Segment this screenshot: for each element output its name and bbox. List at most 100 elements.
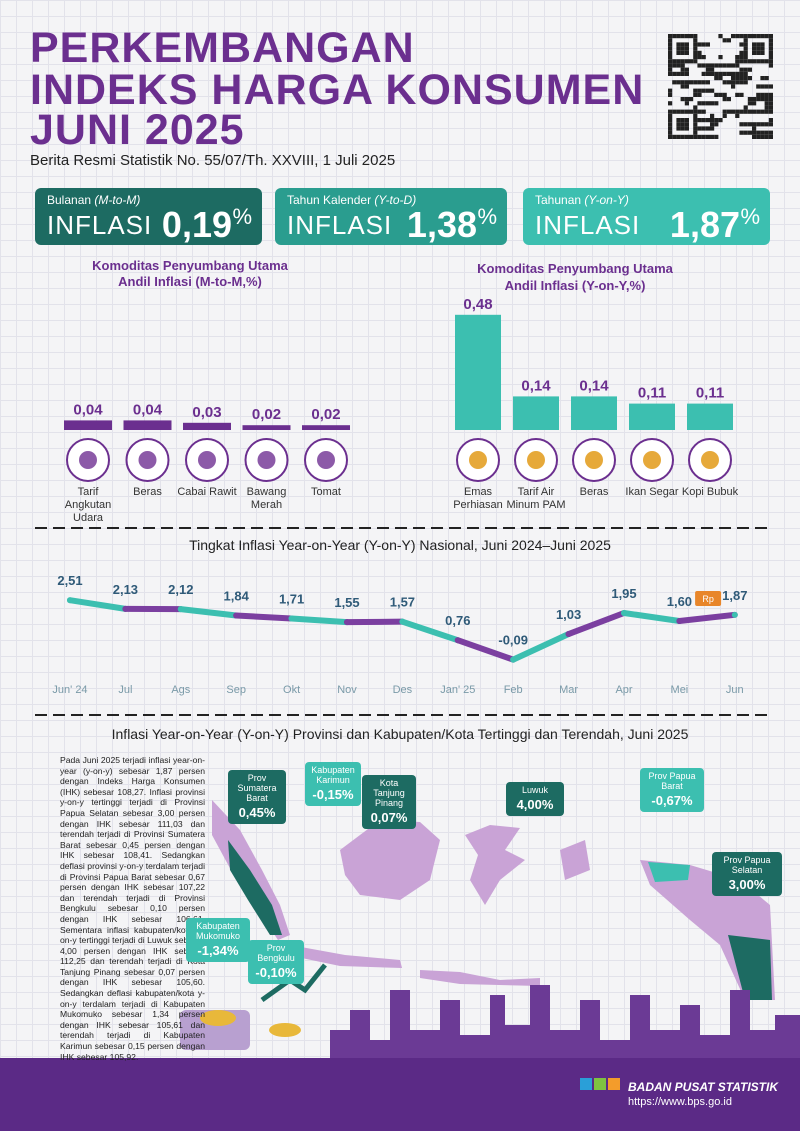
callout-label: Prov Papua Selatan — [723, 855, 771, 875]
qr-cell — [747, 122, 752, 127]
point — [621, 610, 627, 616]
qr-cell — [764, 109, 769, 114]
qr-cell — [756, 134, 761, 139]
map-highlight — [728, 935, 772, 1000]
value-label: 0,04 — [73, 401, 103, 418]
qr-cell — [714, 71, 719, 76]
qr-cell — [722, 109, 727, 114]
qr-cell — [739, 80, 744, 85]
qr-cell — [693, 59, 698, 64]
qr-cell — [676, 59, 681, 64]
x-tick-label: Jun — [726, 684, 744, 696]
qr-cell — [680, 46, 685, 51]
qr-cell — [768, 118, 773, 123]
kpi-text: INFLASI — [287, 210, 393, 240]
truck-label: Rp — [702, 594, 714, 604]
qr-cell — [726, 38, 731, 43]
qr-cell — [714, 122, 719, 127]
point — [510, 656, 517, 663]
qr-cell — [697, 101, 702, 106]
kpi-unit: % — [232, 204, 252, 229]
point — [565, 631, 572, 638]
qr-cell — [668, 34, 673, 39]
qr-cell — [739, 55, 744, 60]
qr-cell — [701, 118, 706, 123]
qr-cell — [718, 118, 723, 123]
qr-cell — [743, 76, 748, 81]
qr-cell — [676, 42, 681, 47]
qr-cell — [768, 97, 773, 102]
qr-cell — [735, 71, 740, 76]
qr-cell — [739, 76, 744, 81]
qr-cell — [710, 71, 715, 76]
qr-cell — [731, 71, 736, 76]
qr-cell — [739, 92, 744, 97]
qr-cell — [705, 126, 710, 131]
qr-cell — [684, 97, 689, 102]
qr-cell — [680, 122, 685, 127]
qr-cell — [672, 80, 677, 85]
qr-cell — [743, 38, 748, 43]
kpi-value: 1,87 — [669, 204, 740, 245]
qr-cell — [684, 109, 689, 114]
qr-cell — [705, 63, 710, 68]
qr-cell — [697, 55, 702, 60]
kpi-text: INFLASI — [47, 210, 153, 240]
category-label: Beras — [133, 486, 162, 498]
qr-cell — [668, 71, 673, 76]
qr-cell — [752, 97, 757, 102]
qr-cell — [701, 134, 706, 139]
qr-cell — [697, 63, 702, 68]
qr-cell — [705, 88, 710, 93]
point — [676, 618, 683, 624]
qr-cell — [747, 67, 752, 72]
qr-cell — [668, 122, 673, 127]
qr-cell — [752, 46, 757, 51]
qr-cell — [743, 46, 748, 51]
qr-cell — [705, 80, 710, 85]
callout: Prov Bengkulu -0,10% — [248, 940, 304, 984]
qr-cell — [668, 113, 673, 118]
qr-cell — [743, 59, 748, 64]
map-description: Pada Juni 2025 terjadi inflasi year-on-y… — [60, 755, 205, 1062]
qr-cell — [726, 63, 731, 68]
x-tick-label: Des — [393, 684, 413, 696]
qr-cell — [743, 109, 748, 114]
qr-cell — [726, 109, 731, 114]
qr-cell — [680, 109, 685, 114]
qr-cell — [697, 109, 702, 114]
qr-cell — [756, 59, 761, 64]
qr-cell — [735, 92, 740, 97]
qr-cell — [676, 50, 681, 55]
qr-cell — [668, 42, 673, 47]
qr-cell — [714, 118, 719, 123]
qr-cell — [680, 126, 685, 131]
qr-cell — [684, 67, 689, 72]
value-label: 2,12 — [168, 582, 193, 597]
qr-cell — [752, 101, 757, 106]
point — [344, 619, 350, 626]
qr-cell — [693, 38, 698, 43]
qr-cell — [739, 59, 744, 64]
x-tick-label: Jan' 25 — [440, 684, 475, 696]
value-label: 0,76 — [445, 613, 470, 628]
kpi-box: Tahun Kalender (Y-to-D) INFLASI 1,38% — [275, 188, 507, 245]
qr-cell — [731, 76, 736, 81]
callout: Luwuk 4,00% — [506, 782, 564, 816]
qr-cell — [731, 63, 736, 68]
qr-cell — [752, 126, 757, 131]
qr-cell — [714, 63, 719, 68]
qr-cell — [697, 134, 702, 139]
qr-cell — [705, 71, 710, 76]
qr-cell — [735, 80, 740, 85]
kpi-unit: % — [477, 204, 497, 229]
value-label: 1,03 — [556, 607, 581, 622]
bar — [242, 425, 291, 430]
qr-cell — [676, 63, 681, 68]
point — [288, 615, 295, 622]
bar — [183, 422, 231, 430]
qr-cell — [714, 101, 719, 106]
title-line: PERKEMBANGAN — [30, 24, 415, 72]
